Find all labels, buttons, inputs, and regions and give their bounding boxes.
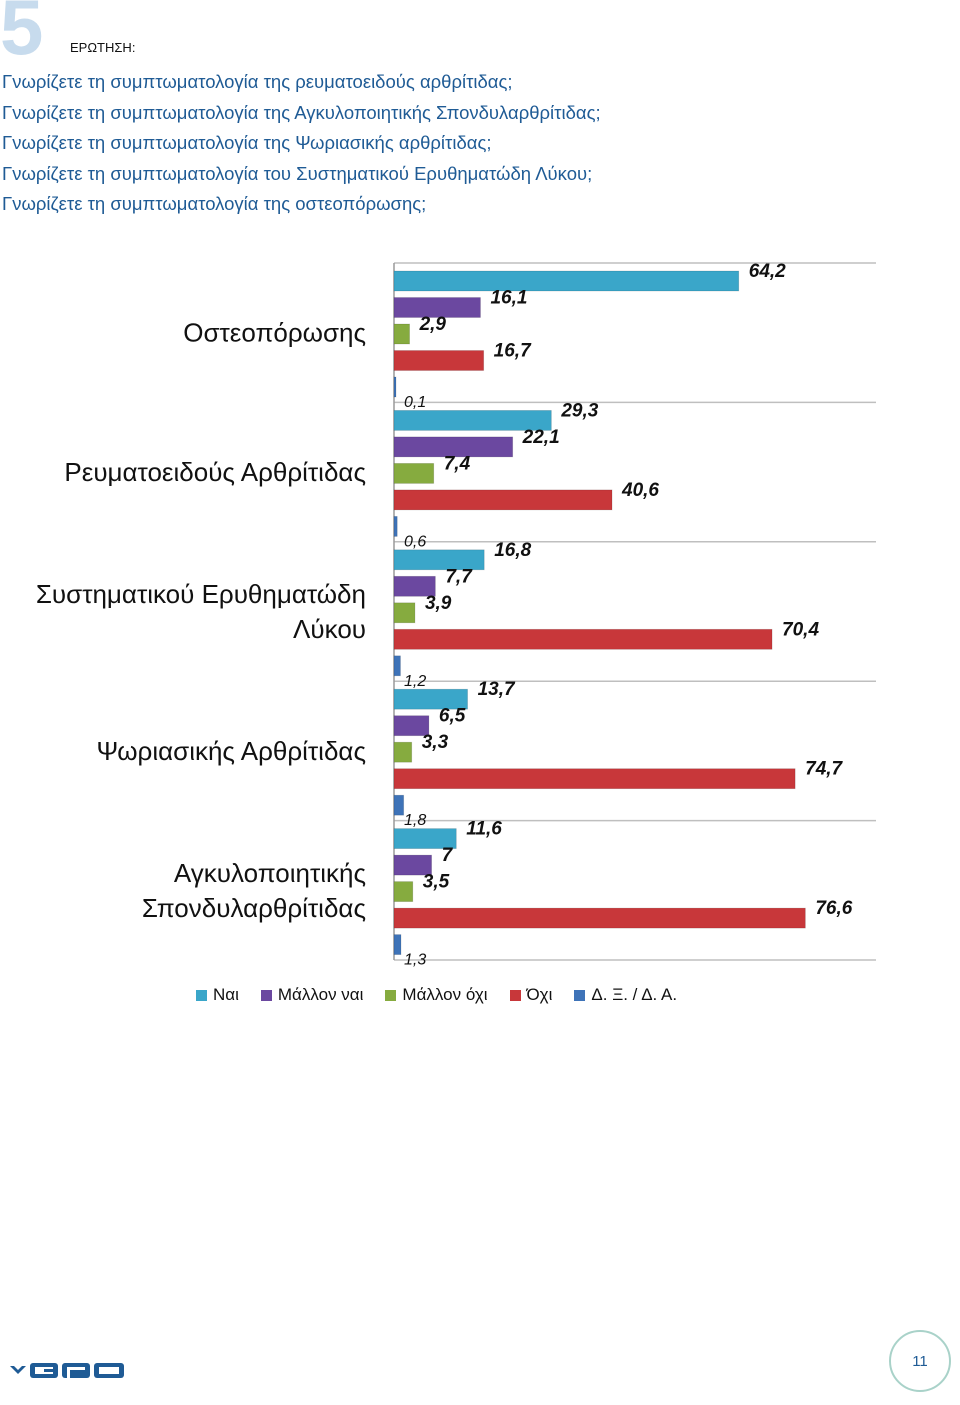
bar — [393, 934, 402, 955]
legend-label: Ναι — [213, 985, 239, 1004]
legend-swatch — [509, 989, 521, 1001]
data-label: 2,9 — [419, 314, 447, 335]
page-number: 11 — [889, 1330, 951, 1392]
question-list: Γνωρίζετε τη συμπτωματολογία της ρευματο… — [2, 67, 601, 220]
data-label: 0,6 — [404, 533, 426, 550]
bar — [393, 854, 432, 876]
bar — [393, 516, 398, 537]
data-label: 1,3 — [404, 952, 426, 969]
category-label: Ψωριασικής Αρθρίτιδας — [97, 736, 366, 766]
bar — [393, 462, 435, 484]
bar — [393, 436, 514, 458]
bar — [393, 549, 485, 571]
data-label: 40,6 — [621, 480, 659, 501]
data-label: 16,7 — [494, 341, 532, 362]
bar — [393, 655, 401, 677]
gpo-logo — [10, 1363, 124, 1378]
question-label: ΕΡΩΤΗΣΗ: — [70, 40, 136, 55]
bar — [393, 768, 796, 790]
data-label: 11,6 — [466, 819, 502, 840]
question-item: Γνωρίζετε τη συμπτωματολογία της Ψωριασι… — [2, 132, 492, 153]
question-item: Γνωρίζετε τη συμπτωματολογία της ρευματο… — [2, 71, 513, 92]
data-label: 16,1 — [490, 288, 527, 309]
legend-item: Ναι — [196, 985, 239, 1005]
data-label: 13,7 — [478, 679, 516, 700]
legend-item: Όχι — [509, 985, 553, 1005]
bar — [393, 715, 430, 737]
section-number: 5 — [0, 0, 44, 71]
chart-legend: Ναι Μάλλον ναι Μάλλον όχι Όχι Δ. Ξ. / Δ. Α. — [196, 985, 699, 1005]
bar — [393, 575, 436, 597]
legend-swatch — [385, 989, 397, 1001]
legend-swatch — [260, 989, 272, 1001]
data-label: 7,7 — [445, 566, 473, 587]
bar — [393, 628, 773, 650]
data-label: 7 — [442, 845, 454, 866]
bar — [393, 688, 468, 710]
data-label: 74,7 — [805, 759, 843, 780]
data-label: 76,6 — [815, 898, 852, 919]
data-label: 1,2 — [404, 673, 426, 690]
bar — [393, 323, 410, 345]
bar — [393, 741, 413, 763]
bar — [393, 794, 405, 816]
data-label: 3,9 — [425, 593, 452, 614]
legend-label: Δ. Ξ. / Δ. Α. — [591, 985, 678, 1004]
legend-swatch — [574, 989, 586, 1001]
bar — [393, 602, 416, 624]
legend-label: Όχι — [526, 985, 553, 1004]
data-label: 16,8 — [494, 540, 531, 561]
category-label: Λύκου — [293, 614, 366, 644]
category-label: Σπονδυλαρθρίτιδας — [142, 893, 366, 923]
legend-item: Δ. Ξ. / Δ. Α. — [574, 985, 677, 1005]
legend-item: Μάλλον ναι — [260, 985, 364, 1005]
bar — [393, 376, 397, 398]
legend-swatch — [196, 989, 207, 1001]
data-label: 3,5 — [423, 872, 450, 893]
category-label: Οστεοπόρωσης — [183, 318, 366, 348]
data-label: 0,1 — [404, 394, 426, 411]
bar — [393, 881, 414, 902]
data-label: 1,8 — [404, 812, 426, 829]
bar — [393, 409, 552, 431]
bar — [393, 907, 806, 929]
bar — [393, 297, 481, 318]
bar-chart: Οστεοπόρωσης 64,2 16,1 2,9 16,7 0,1 Ρευματοειδ… — [36, 261, 876, 969]
question-item: Γνωρίζετε τη συμπτωματολογία της Αγκυλοπ… — [2, 101, 601, 123]
data-label: 70,4 — [782, 619, 819, 640]
legend-label: Μάλλον όχι — [402, 985, 488, 1004]
data-label: 29,3 — [560, 400, 598, 421]
data-label: 6,5 — [439, 706, 466, 727]
category-label: Ρευματοειδούς Αρθρίτιδας — [64, 457, 366, 487]
bar — [393, 489, 613, 511]
data-label: 7,4 — [444, 453, 471, 474]
bar — [393, 350, 485, 371]
bar — [393, 828, 457, 849]
bar — [393, 270, 740, 292]
legend-label: Μάλλον ναι — [277, 985, 364, 1004]
category-label: Αγκυλοποιητικής — [174, 858, 366, 888]
data-label: 3,3 — [422, 732, 449, 753]
data-label: 22,1 — [522, 427, 560, 448]
question-item: Γνωρίζετε τη συμπτωματολογία της οστεοπό… — [2, 193, 427, 214]
question-item: Γνωρίζετε τη συμπτωματολογία του Συστημα… — [2, 162, 593, 184]
legend-item: Μάλλον όχι — [385, 985, 488, 1005]
data-label: 64,2 — [749, 261, 786, 282]
category-label: Συστηματικού Ερυθηματώδη — [36, 579, 366, 609]
